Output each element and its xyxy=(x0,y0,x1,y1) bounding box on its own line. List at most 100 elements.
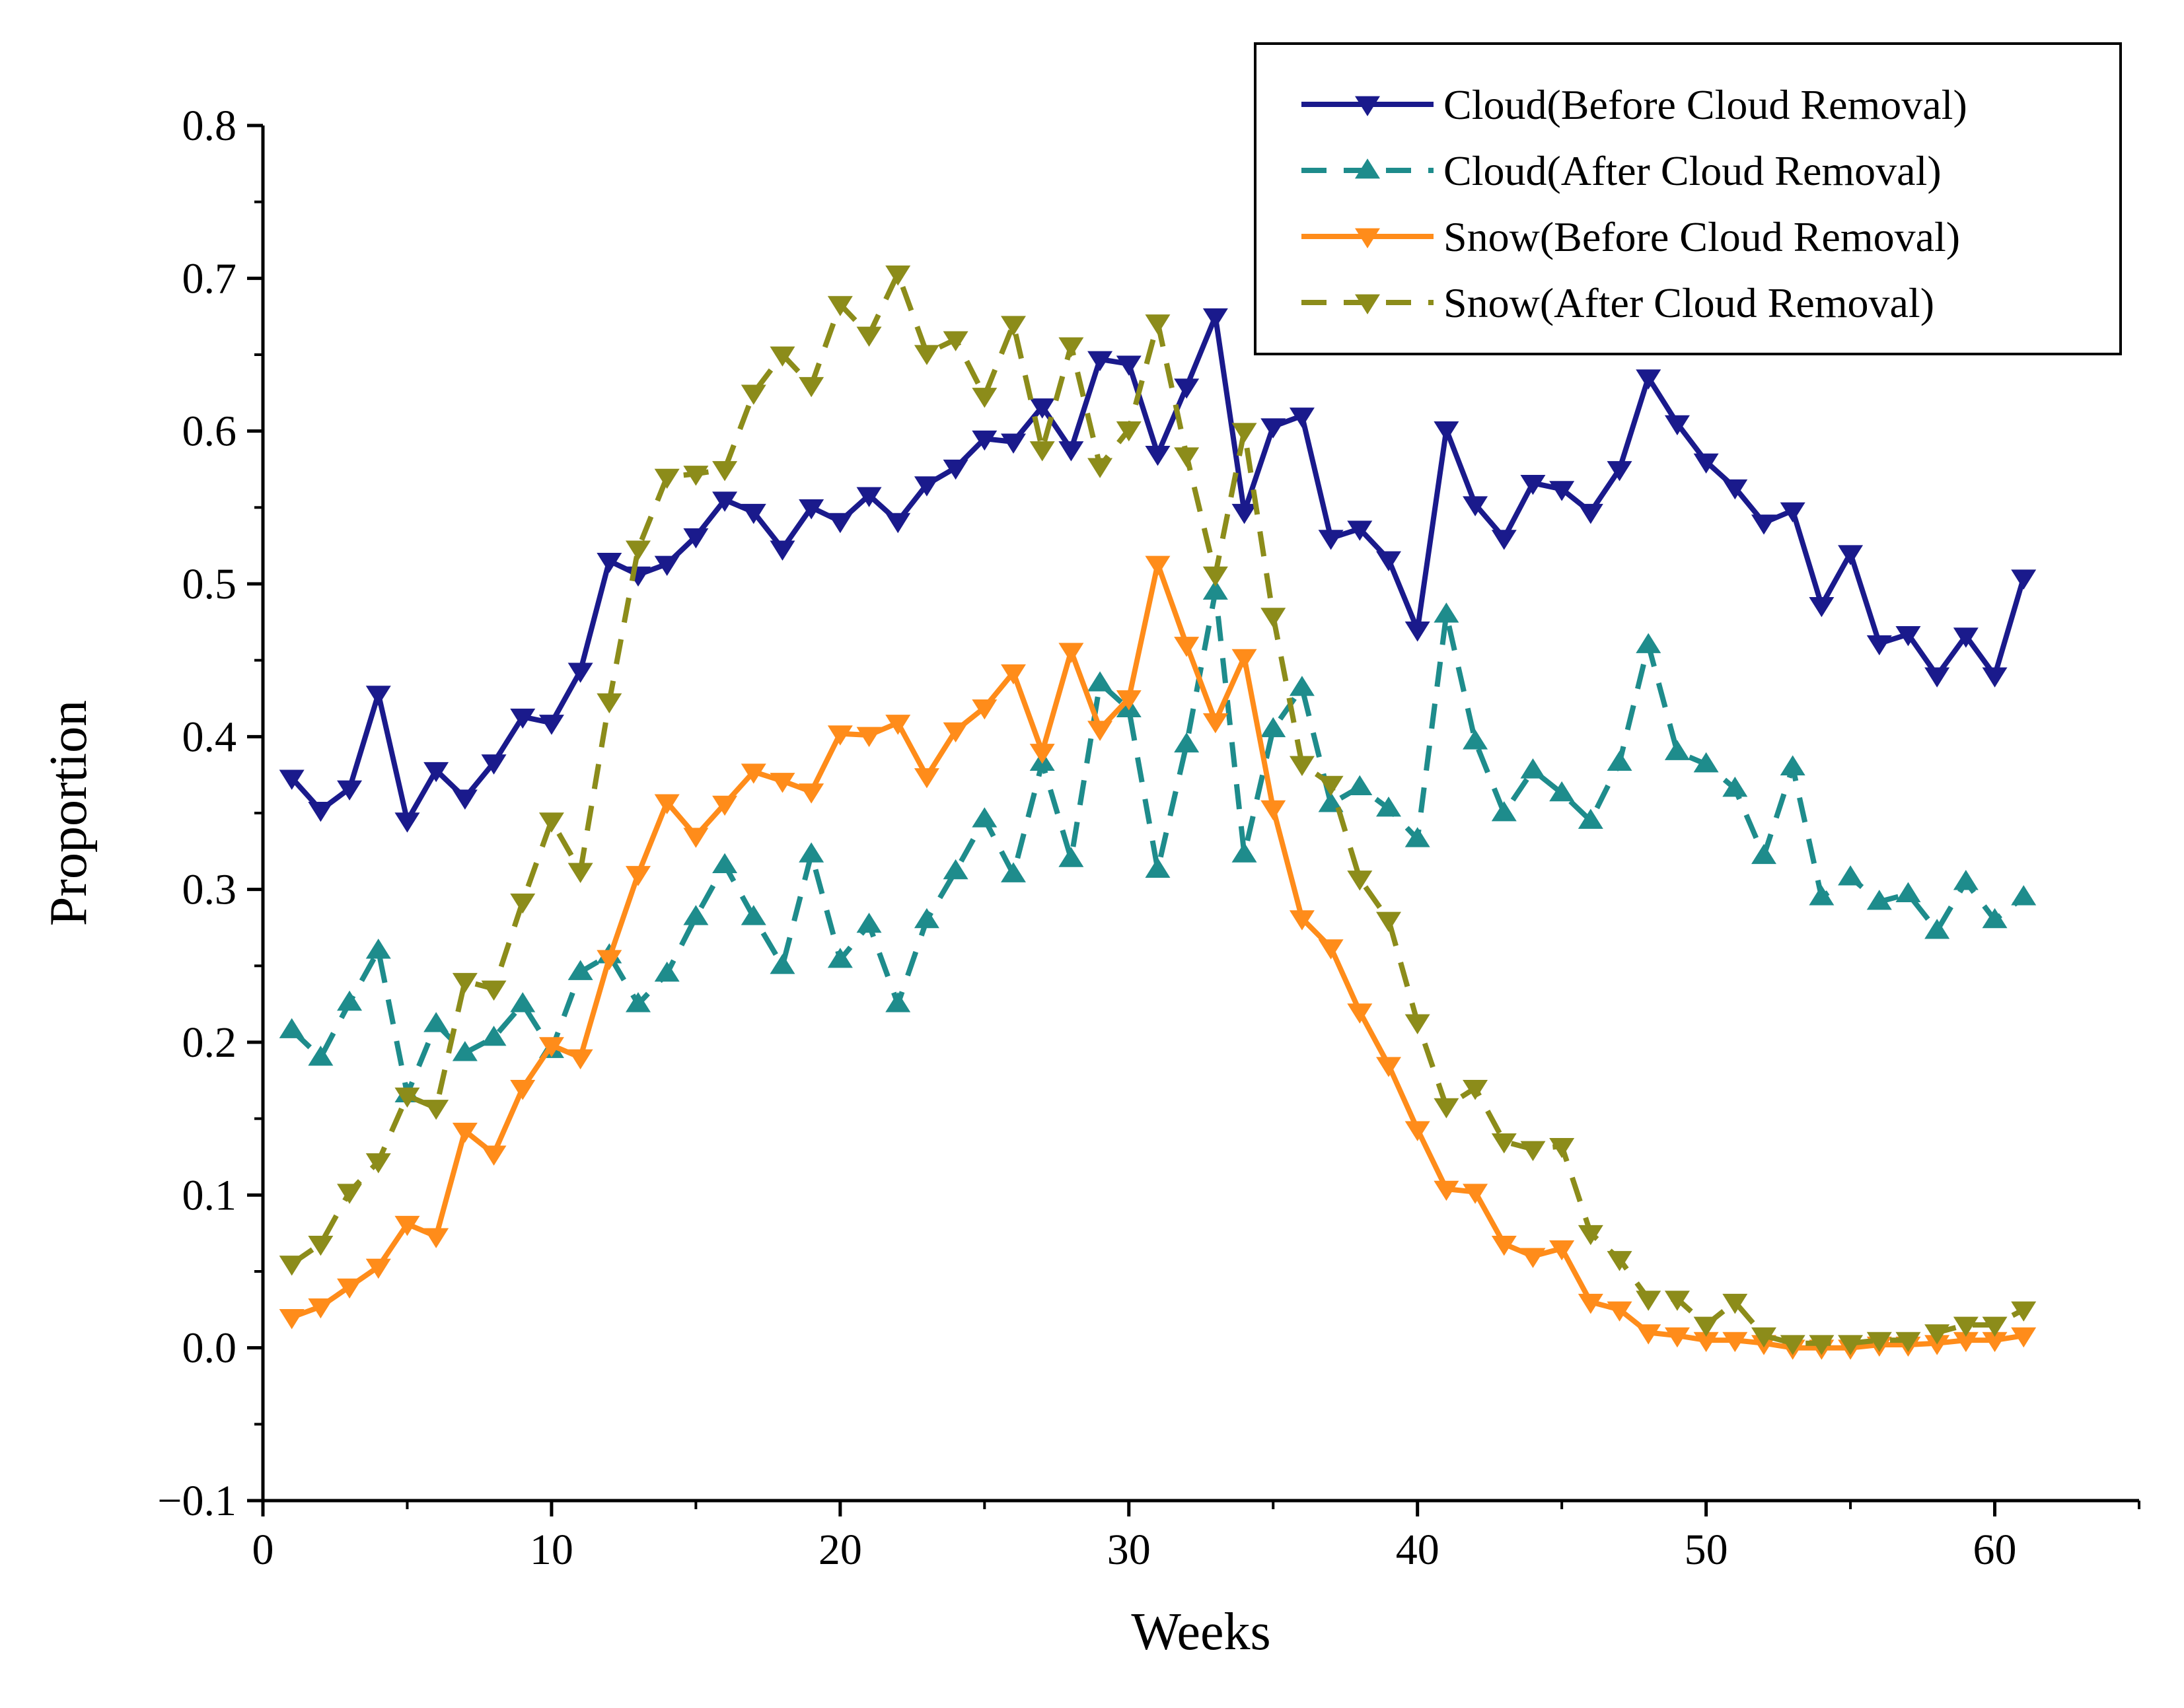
data-point xyxy=(337,990,363,1011)
y-tick-label: 0.3 xyxy=(182,866,237,914)
data-point xyxy=(1866,635,1892,656)
data-point xyxy=(1058,643,1084,663)
y-tick-label: 0.8 xyxy=(182,102,237,150)
data-point xyxy=(1404,1014,1430,1034)
data-point xyxy=(1231,649,1257,670)
data-point xyxy=(856,487,882,507)
data-point xyxy=(827,725,853,746)
data-point xyxy=(1463,1184,1488,1204)
data-point xyxy=(626,992,651,1013)
data-point xyxy=(1722,1293,1748,1314)
data-point xyxy=(423,1012,449,1032)
data-point xyxy=(308,1236,334,1256)
data-point xyxy=(1231,503,1257,524)
data-point xyxy=(972,807,998,828)
data-point xyxy=(741,764,766,784)
data-point xyxy=(1636,1324,1661,1345)
data-point xyxy=(1260,418,1286,439)
legend-marker xyxy=(1355,96,1380,117)
data-point xyxy=(567,960,593,980)
data-point xyxy=(1289,910,1315,931)
x-tick-label: 60 xyxy=(1973,1526,2017,1574)
x-tick-label: 0 xyxy=(252,1526,274,1574)
data-point xyxy=(452,1122,478,1143)
data-point xyxy=(567,662,593,683)
data-point xyxy=(394,1087,420,1108)
x-tick-label: 20 xyxy=(819,1526,862,1574)
legend-label: Snow(Before Cloud Removal) xyxy=(1443,213,1960,260)
data-point xyxy=(1664,415,1690,436)
data-point xyxy=(1001,433,1026,454)
data-point xyxy=(1001,664,1026,685)
data-point xyxy=(1664,740,1690,760)
data-point xyxy=(1549,781,1575,802)
y-tick-label: 0.2 xyxy=(182,1018,237,1067)
data-point xyxy=(712,795,738,816)
series-4 xyxy=(279,266,2037,1355)
data-point xyxy=(365,1258,391,1279)
data-point xyxy=(1636,633,1661,653)
data-point xyxy=(741,384,766,405)
data-point xyxy=(1318,530,1344,550)
data-point xyxy=(1001,862,1026,882)
legend-label: Snow(After Cloud Removal) xyxy=(1443,279,1934,326)
data-point xyxy=(538,812,564,833)
data-point xyxy=(510,992,536,1013)
data-point xyxy=(1491,1133,1517,1154)
data-point xyxy=(1231,423,1257,443)
data-point xyxy=(827,296,853,316)
data-point xyxy=(1607,1251,1632,1271)
data-point xyxy=(452,1041,478,1061)
data-point xyxy=(1376,911,1401,932)
data-point xyxy=(510,708,536,729)
data-point xyxy=(1087,458,1113,478)
data-point xyxy=(1260,717,1286,738)
data-point xyxy=(1174,447,1200,468)
data-point xyxy=(1087,671,1113,692)
data-point xyxy=(1318,775,1344,797)
data-point xyxy=(394,1215,420,1236)
data-point xyxy=(1404,622,1430,642)
data-point xyxy=(1924,1324,1950,1345)
data-point xyxy=(1780,1335,1805,1355)
data-point xyxy=(1578,1293,1603,1314)
data-point xyxy=(1434,1098,1459,1119)
data-point xyxy=(856,912,882,933)
data-point xyxy=(799,783,824,804)
data-point xyxy=(1924,1335,1950,1355)
data-point xyxy=(654,794,680,814)
data-point xyxy=(856,727,882,748)
data-point xyxy=(1607,1301,1632,1322)
data-point xyxy=(1029,744,1055,764)
data-point xyxy=(827,948,853,968)
data-point xyxy=(308,1046,334,1066)
data-point xyxy=(337,1184,363,1204)
data-point xyxy=(1318,939,1344,960)
data-point xyxy=(452,973,478,993)
data-point xyxy=(1982,667,2008,688)
data-point xyxy=(1664,1291,1690,1311)
data-point xyxy=(1289,756,1315,777)
data-point xyxy=(1434,421,1459,442)
data-point xyxy=(654,961,680,982)
data-point xyxy=(914,768,939,789)
data-point xyxy=(308,1298,334,1319)
data-point xyxy=(1751,843,1776,865)
data-point xyxy=(1318,792,1344,812)
x-tick-label: 10 xyxy=(530,1526,573,1574)
data-point xyxy=(1029,441,1055,462)
data-point xyxy=(914,907,939,929)
legend-marker xyxy=(1355,228,1380,249)
legend-item-4: Snow(After Cloud Removal) xyxy=(1301,279,1934,326)
data-point xyxy=(1491,1236,1517,1256)
legend-item-1: Cloud(Before Cloud Removal) xyxy=(1301,81,1967,128)
data-point xyxy=(1463,729,1488,750)
data-point xyxy=(1636,1291,1661,1311)
data-point xyxy=(1347,520,1373,541)
data-point xyxy=(799,842,824,863)
y-tick-label: 0.7 xyxy=(182,254,237,302)
data-point xyxy=(626,540,651,561)
data-point xyxy=(972,388,998,408)
data-point xyxy=(1866,1332,1892,1353)
data-point xyxy=(308,802,334,822)
